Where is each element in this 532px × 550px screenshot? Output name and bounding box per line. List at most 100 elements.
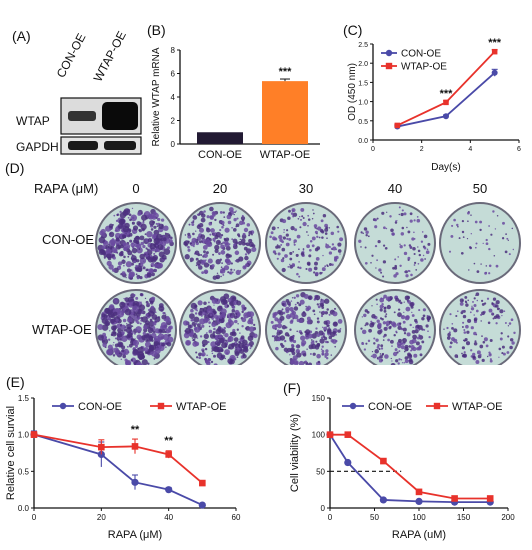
colony [315, 257, 320, 261]
colony [142, 221, 145, 224]
colony [324, 311, 329, 315]
colony [228, 207, 234, 213]
colony [196, 224, 201, 229]
colony [144, 212, 146, 215]
colony [101, 313, 106, 318]
colony [190, 260, 192, 263]
significance-annotation: ** [164, 435, 173, 447]
colony [126, 246, 129, 248]
colony [404, 270, 408, 274]
data-point [491, 69, 498, 76]
colony [223, 265, 230, 271]
colony [289, 320, 294, 324]
colony [279, 335, 286, 341]
colony [324, 352, 329, 357]
colony [142, 348, 146, 351]
colony [320, 219, 324, 223]
colony [281, 267, 286, 273]
colony [335, 339, 338, 343]
colony [333, 307, 337, 310]
colony [403, 350, 406, 353]
colony [372, 353, 377, 359]
colony [427, 242, 431, 246]
bar-con-oe [197, 132, 243, 144]
colony [213, 345, 220, 353]
colony [324, 232, 328, 235]
dish-plate [439, 289, 521, 365]
colony [243, 312, 250, 319]
colony [278, 234, 283, 240]
colony [128, 213, 132, 217]
colony [144, 233, 147, 236]
colony [144, 253, 147, 256]
colony [146, 272, 152, 278]
colony [211, 322, 217, 328]
colony [395, 272, 399, 276]
colony [230, 262, 233, 265]
colony [224, 332, 229, 338]
colony [466, 330, 470, 334]
colony [305, 329, 311, 335]
colony [112, 256, 116, 260]
colony [131, 242, 134, 245]
colony [227, 271, 230, 274]
colony [191, 318, 195, 322]
colony [161, 314, 167, 320]
colony [124, 308, 132, 316]
colony [211, 264, 215, 268]
colony [224, 357, 226, 360]
colony [151, 296, 156, 301]
colony [138, 262, 141, 266]
colony [291, 208, 296, 213]
colony [451, 323, 454, 325]
colony [324, 227, 329, 232]
colony [473, 318, 477, 322]
colony [100, 228, 106, 235]
colony [220, 250, 226, 255]
colony [230, 268, 233, 271]
colony [422, 308, 426, 312]
colony [394, 348, 398, 352]
colony [492, 210, 495, 213]
colony [244, 253, 248, 256]
y-tick-label: 2.5 [358, 42, 368, 49]
colony [374, 349, 379, 354]
colony [302, 217, 305, 219]
colony [375, 338, 379, 342]
colony [307, 362, 313, 365]
colony [328, 313, 331, 316]
dish-wtap-oe-0 [95, 289, 177, 365]
colony [481, 358, 485, 363]
colony [406, 226, 408, 229]
row-label-con-oe: CON-OE [42, 232, 94, 247]
row-label-wtap-oe: WTAP-OE [32, 322, 92, 337]
colony [201, 259, 206, 264]
colony [313, 271, 316, 274]
data-point [415, 497, 423, 505]
colony [239, 332, 241, 334]
colony [390, 321, 396, 327]
colony [306, 316, 311, 321]
colony [205, 239, 211, 245]
colony [224, 349, 231, 355]
colony [465, 341, 471, 346]
y-tick-label: 1.0 [358, 100, 368, 107]
colony [337, 249, 342, 253]
colony [135, 273, 138, 276]
colony [320, 348, 323, 351]
colony [308, 320, 311, 322]
colony [393, 274, 397, 278]
colony [463, 351, 466, 354]
y-tick-label: 1.0 [18, 431, 30, 440]
colony [276, 244, 279, 246]
colony [132, 305, 139, 312]
colony [300, 207, 305, 212]
colony [446, 326, 449, 330]
colony [204, 347, 208, 351]
colony [488, 351, 491, 354]
colony [306, 305, 312, 311]
colony [130, 358, 134, 362]
colony [448, 331, 451, 334]
colony [143, 325, 148, 330]
colony [247, 335, 254, 342]
